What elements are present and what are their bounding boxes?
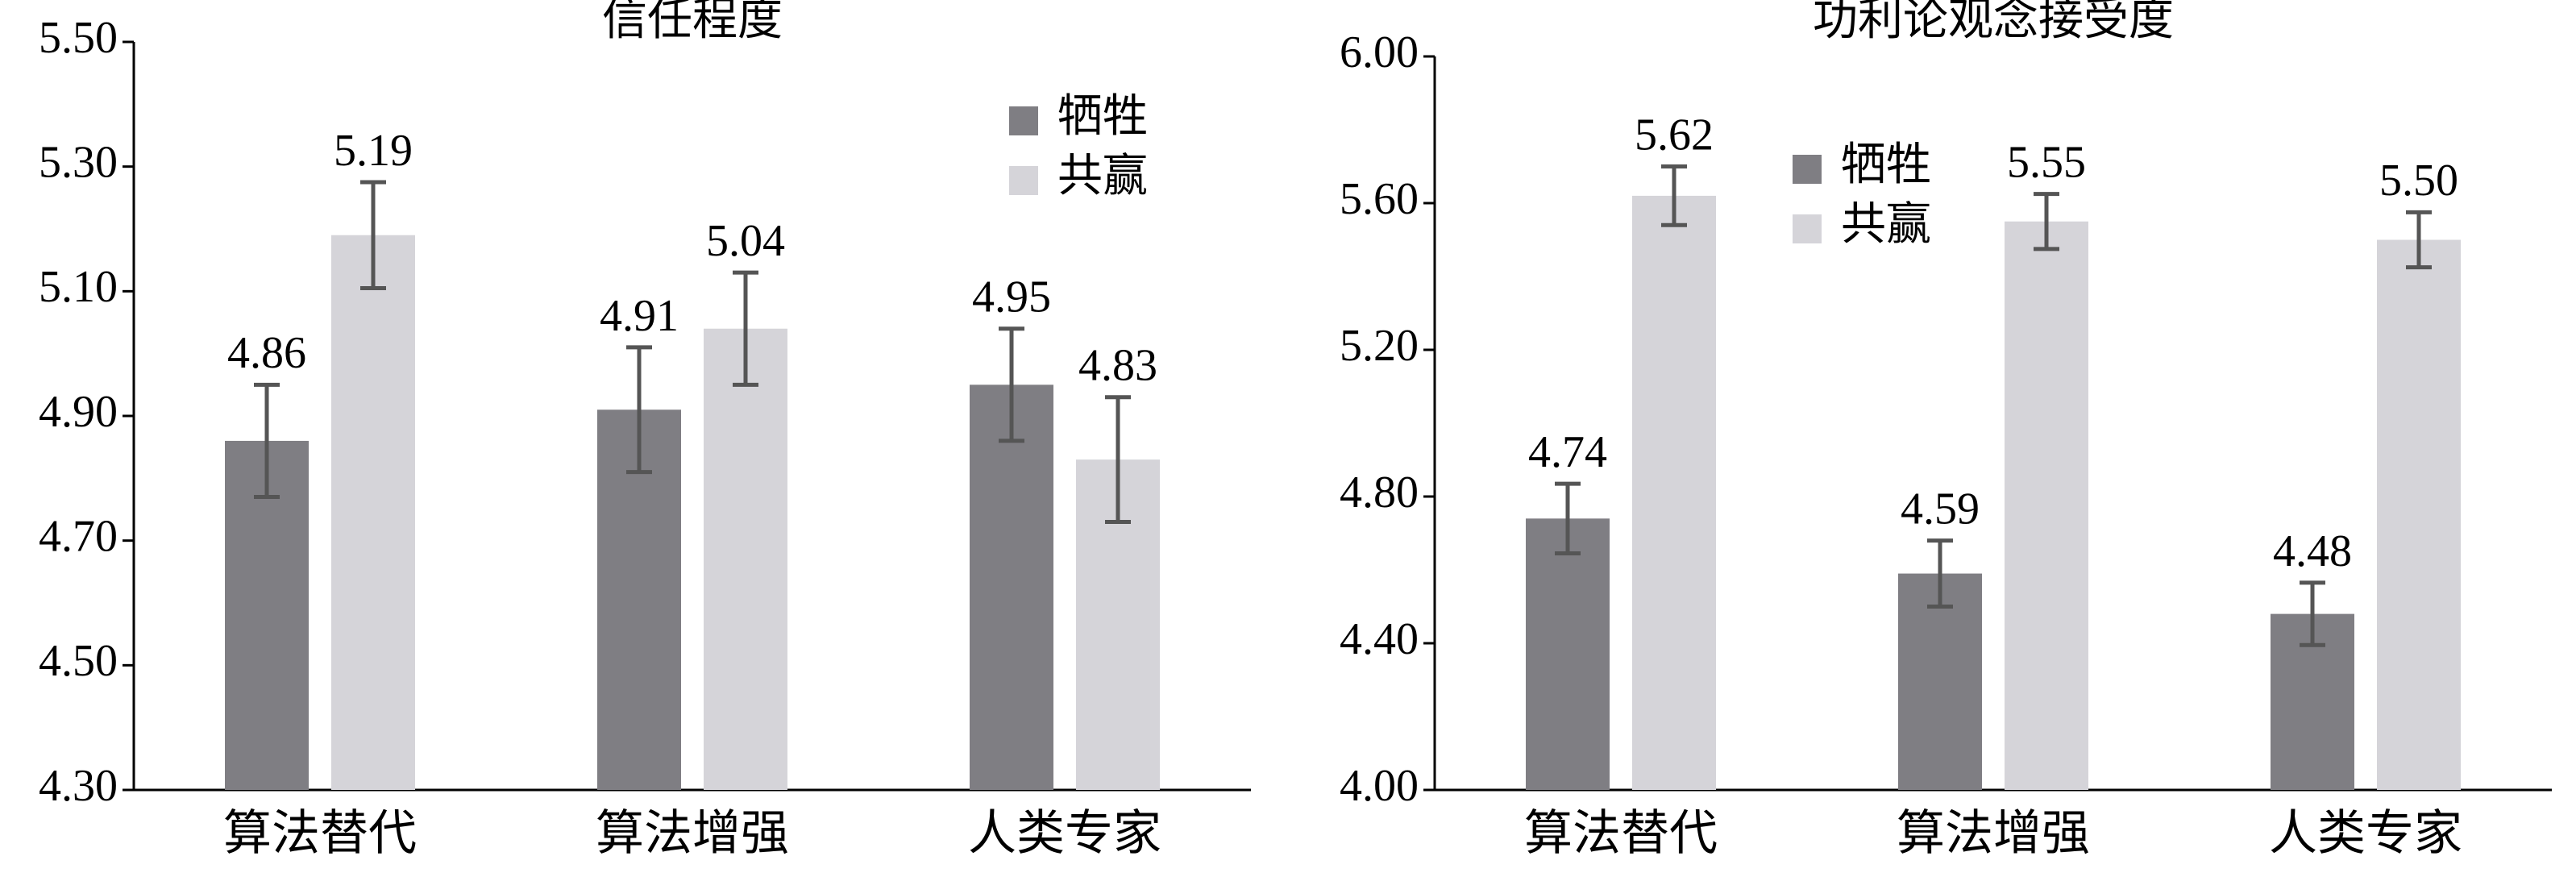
error-bar [1927, 538, 1953, 609]
value-label: 5.55 [2007, 137, 2086, 187]
value-label: 4.48 [2273, 526, 2352, 576]
value-label: 5.19 [334, 126, 413, 176]
x-tick-label: 算法替代 [223, 807, 417, 860]
legend-label: 共赢 [1841, 200, 1931, 250]
error-bar [626, 345, 652, 475]
y-tick-label: 5.20 [1340, 321, 1419, 371]
bar [970, 384, 1053, 790]
x-tick-label: 人类专家 [968, 807, 1161, 860]
bar [225, 440, 309, 790]
legend-label: 牺牲 [1841, 140, 1931, 190]
value-label: 5.04 [706, 216, 785, 266]
x-tick-label: 人类专家 [2269, 807, 2462, 860]
bar [704, 328, 787, 790]
y-tick-label: 5.60 [1340, 174, 1419, 224]
error-bar [360, 180, 386, 290]
y-tick-label: 4.00 [1340, 761, 1419, 811]
y-tick-label: 4.40 [1340, 614, 1419, 664]
legend-swatch [1009, 166, 1038, 195]
value-label: 5.62 [1635, 110, 1714, 160]
legend-swatch [1793, 155, 1822, 184]
y-tick-label: 4.50 [39, 636, 118, 686]
error-bar [999, 326, 1024, 443]
x-tick-label: 算法替代 [1524, 807, 1718, 860]
bar [1632, 195, 1716, 790]
error-bar [1661, 164, 1687, 227]
value-label: 4.86 [227, 328, 306, 378]
bar [331, 235, 415, 790]
bar [2377, 239, 2461, 790]
x-tick-label: 算法增强 [596, 807, 789, 860]
chart-title: 信任程度 [602, 0, 783, 45]
y-tick-label: 4.30 [39, 761, 118, 811]
bar [1526, 518, 1610, 790]
y-tick-label: 5.10 [39, 262, 118, 312]
error-bar [254, 382, 280, 500]
error-bar [2406, 210, 2432, 270]
chart-title: 功利论观念接受度 [1813, 0, 2174, 45]
error-bar [2034, 192, 2059, 251]
error-bar [1555, 481, 1581, 556]
y-tick-label: 5.50 [39, 13, 118, 63]
y-tick-label: 5.30 [39, 138, 118, 188]
y-tick-label: 4.80 [1340, 468, 1419, 517]
y-tick-label: 4.70 [39, 512, 118, 562]
y-tick-label: 6.00 [1340, 27, 1419, 77]
value-label: 4.74 [1528, 427, 1607, 477]
value-label: 4.59 [1901, 484, 1980, 534]
bar [1898, 573, 1982, 790]
value-label: 4.91 [600, 291, 679, 341]
error-bar [733, 270, 758, 387]
value-label: 5.50 [2379, 156, 2458, 206]
error-bar [2300, 580, 2325, 647]
bar [2005, 221, 2088, 790]
y-tick-label: 4.90 [39, 387, 118, 437]
legend-label: 牺牲 [1057, 92, 1148, 142]
value-label: 4.95 [972, 272, 1051, 322]
error-bar [1105, 395, 1131, 524]
legend-swatch [1009, 106, 1038, 135]
value-label: 4.83 [1078, 341, 1157, 391]
legend-swatch [1793, 214, 1822, 243]
legend-label: 共赢 [1057, 152, 1148, 202]
x-tick-label: 算法增强 [1897, 807, 2090, 860]
